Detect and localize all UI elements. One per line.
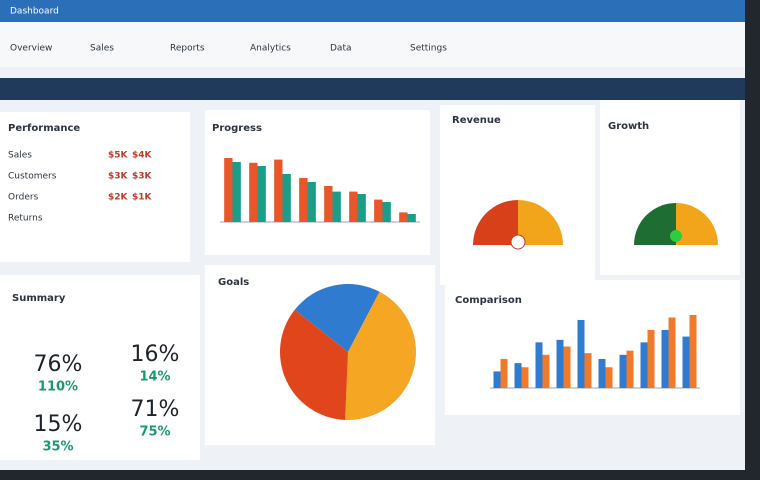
slice xyxy=(676,203,718,245)
panel-title: Comparison xyxy=(455,295,522,306)
bar xyxy=(332,191,341,222)
panel-title: Summary xyxy=(12,293,66,304)
bar xyxy=(399,212,408,222)
table-cell: Customers xyxy=(8,172,57,182)
panel-title: Growth xyxy=(608,121,649,132)
gauge-hub xyxy=(670,230,682,242)
slice xyxy=(279,309,348,420)
bar xyxy=(224,158,233,222)
bar xyxy=(542,354,550,388)
panel xyxy=(600,100,740,275)
panel-title: Progress xyxy=(212,123,262,134)
bar xyxy=(249,162,258,222)
table-cell: Orders xyxy=(8,193,39,203)
kpi-value: 71% xyxy=(131,397,180,422)
bar xyxy=(514,363,522,388)
bar xyxy=(682,336,690,388)
bar xyxy=(407,214,416,222)
bar xyxy=(584,353,592,388)
table-cell: Returns xyxy=(8,214,43,224)
bar xyxy=(299,178,308,222)
nav-item[interactable]: Reports xyxy=(170,44,205,54)
gauge-hub xyxy=(510,234,526,250)
top-bar xyxy=(0,0,745,22)
panel xyxy=(205,110,430,255)
table-cell: $5K xyxy=(108,151,129,161)
bezel xyxy=(745,0,760,480)
table-cell: Sales xyxy=(8,151,32,161)
nav-item[interactable]: Overview xyxy=(10,44,52,54)
bar xyxy=(282,174,291,222)
bar xyxy=(535,342,543,388)
panel-title: Revenue xyxy=(452,115,501,126)
kpi-sub: 75% xyxy=(139,425,170,440)
slice xyxy=(473,200,518,245)
panel xyxy=(440,105,595,285)
bar xyxy=(349,191,358,222)
panel xyxy=(0,112,190,262)
bar xyxy=(493,371,501,388)
bar xyxy=(382,202,391,222)
bezel xyxy=(0,470,760,480)
nav-bar xyxy=(0,22,745,67)
table-cell: $2K xyxy=(108,193,129,203)
bar xyxy=(307,182,316,222)
table-cell: $4K xyxy=(132,151,153,161)
kpi-value: 16% xyxy=(131,342,180,367)
bar xyxy=(577,319,585,388)
panel-title: Goals xyxy=(218,277,249,288)
table-cell: $3K xyxy=(108,172,129,182)
table-cell: $1K xyxy=(132,193,153,203)
bar xyxy=(598,358,606,388)
bar xyxy=(668,317,676,388)
bar xyxy=(374,199,383,222)
slice xyxy=(634,203,676,245)
bar xyxy=(619,354,627,388)
bar xyxy=(521,367,529,388)
panel xyxy=(0,275,200,460)
nav-item[interactable]: Settings xyxy=(410,44,447,54)
bar xyxy=(357,194,366,222)
bar xyxy=(257,166,266,222)
bar xyxy=(661,329,669,388)
bar xyxy=(324,186,333,222)
bar xyxy=(232,162,241,222)
bar xyxy=(563,346,571,388)
bar xyxy=(605,367,613,388)
toolbar xyxy=(0,78,745,100)
kpi-value: 15% xyxy=(34,412,83,437)
slice xyxy=(345,291,417,420)
bar xyxy=(640,342,648,388)
nav-item[interactable]: Sales xyxy=(90,44,114,54)
kpi-sub: 35% xyxy=(42,440,73,455)
slice xyxy=(294,284,380,352)
bar xyxy=(647,329,655,388)
table-cell: $3K xyxy=(132,172,153,182)
slice xyxy=(518,200,563,245)
bar xyxy=(274,159,283,222)
kpi-value: 76% xyxy=(34,352,83,377)
panel-title: Performance xyxy=(8,123,80,134)
kpi-sub: 110% xyxy=(38,380,78,395)
bar xyxy=(689,315,697,388)
nav-item[interactable]: Data xyxy=(330,44,352,54)
app-title: Dashboard xyxy=(10,7,59,17)
bar xyxy=(626,350,634,388)
nav-item[interactable]: Analytics xyxy=(250,44,291,54)
bar xyxy=(500,358,508,388)
kpi-sub: 14% xyxy=(139,370,170,385)
bar xyxy=(556,339,564,388)
